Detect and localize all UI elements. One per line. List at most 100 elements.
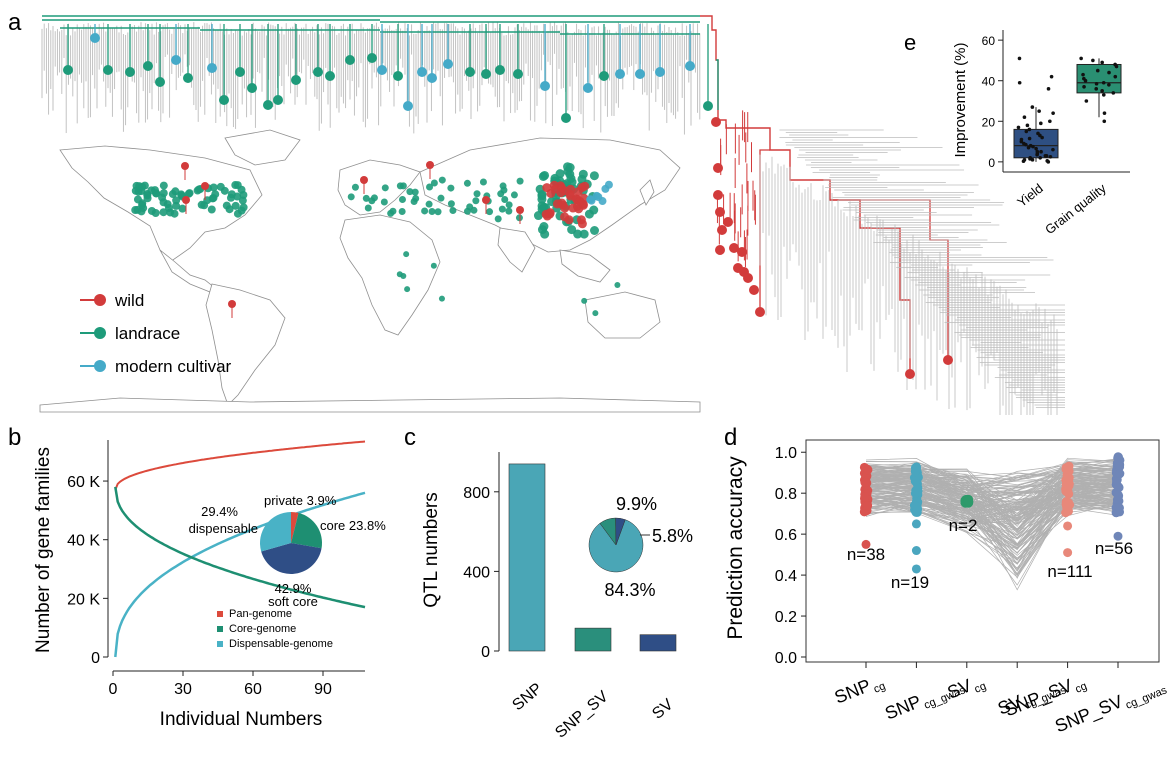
legend-label: modern cultivar (115, 357, 232, 376)
pie-label-soft-pct: 42.9% (275, 581, 312, 596)
pred-outlier (911, 546, 921, 556)
tree-tip (481, 69, 491, 79)
southeast-asia (559, 249, 611, 283)
map-dot (406, 188, 414, 196)
y-tick-label-d: 0.6 (775, 527, 797, 544)
pred-line (865, 497, 1119, 547)
pie-slice-b (261, 543, 322, 574)
box-point (1082, 85, 1086, 89)
pred-outlier (1113, 531, 1123, 541)
map-dot (516, 177, 524, 185)
map-dot (410, 198, 418, 206)
y-tick-label-c: 0 (481, 644, 490, 661)
n-label: n=38 (847, 545, 885, 564)
tree-tip-wild (723, 217, 733, 227)
tree-tip (367, 53, 377, 63)
map-dot (575, 196, 585, 206)
map-dot (430, 179, 438, 187)
pred-dot (1112, 495, 1122, 505)
pred-dot (860, 492, 870, 502)
pred-dot (1115, 469, 1125, 479)
panel-b: b 0 20 K 40 K 60 K 0 30 60 90 Individual Numbers… (8, 424, 386, 730)
tree-tip (561, 113, 571, 123)
tree-tip-wild (711, 117, 721, 127)
map-dot (463, 179, 471, 187)
box-point (1101, 93, 1106, 97)
tree-tip-wild (905, 369, 915, 379)
map-dot (552, 199, 562, 209)
tree-tip (465, 67, 475, 77)
map-pin (360, 176, 368, 184)
map-dot (347, 193, 355, 201)
map-dot (233, 181, 242, 190)
box-point (1025, 123, 1030, 128)
box-point (1043, 153, 1048, 158)
legend-label-b: Core-genome (229, 623, 296, 635)
legend-swatch-b (217, 641, 223, 647)
legend-swatch-b (217, 626, 223, 632)
map-dot (351, 183, 359, 191)
box-point (1045, 159, 1050, 163)
tree-tip (443, 59, 453, 69)
tree-tip-wild (713, 190, 723, 200)
pred-dot (863, 465, 873, 475)
tree-tip (655, 67, 665, 77)
n-label: n=2 (949, 516, 978, 535)
box-point (1051, 147, 1055, 152)
map-dot (564, 215, 574, 225)
map-dot (594, 193, 603, 202)
bar-snp (508, 463, 546, 652)
box-point (1113, 62, 1117, 67)
pie-label-disp-pct: 29.4% (201, 504, 238, 519)
pie-label-c-sv: 5.8% (652, 526, 693, 546)
map-dot (411, 188, 419, 196)
panel-label-a: a (8, 9, 22, 36)
map-dot (501, 196, 509, 204)
x-tick-sub: cg (973, 680, 988, 695)
box-point (1048, 154, 1053, 159)
map-dot (177, 190, 186, 199)
box-point (1037, 109, 1041, 113)
pred-dot (863, 501, 873, 511)
box-point (1079, 56, 1083, 61)
box-point (1019, 137, 1024, 142)
map-dot (555, 169, 565, 179)
pie-slice-c (588, 519, 644, 573)
box-point (1027, 136, 1032, 141)
map-dot (510, 191, 518, 199)
pred-line (865, 472, 1119, 539)
n-label: n=19 (891, 573, 929, 592)
box-point (1102, 119, 1107, 124)
map-dot (545, 209, 555, 219)
y-tick-label-e: 40 (982, 75, 996, 89)
map-dot (133, 195, 142, 204)
map-dot (131, 206, 140, 215)
tree-tip (90, 33, 100, 43)
x-tick-label-c: SNP_SV (552, 688, 612, 742)
x-tick-sub: cg (1074, 680, 1089, 695)
pred-dot (911, 486, 921, 496)
map-dot (568, 203, 578, 213)
map-dot (447, 200, 455, 208)
y-axis-label-c: QTL numbers (421, 492, 442, 607)
map-dot (150, 186, 159, 195)
map-dot (542, 183, 552, 193)
box-point (1035, 149, 1040, 154)
map-dot (428, 207, 436, 215)
tree-tip (583, 83, 593, 93)
map-dot (184, 189, 193, 198)
antarctica (39, 397, 701, 413)
pred-line (865, 497, 1119, 527)
box-point (1084, 99, 1089, 103)
pred-dot (1114, 503, 1124, 513)
map-dot (203, 196, 212, 205)
map-dot (426, 183, 434, 191)
pred-dot (1115, 462, 1125, 472)
box-point (1017, 56, 1022, 61)
box-point (1091, 58, 1095, 63)
tree-tip (599, 71, 609, 81)
map-dot (447, 184, 455, 192)
map-dot (560, 203, 570, 213)
